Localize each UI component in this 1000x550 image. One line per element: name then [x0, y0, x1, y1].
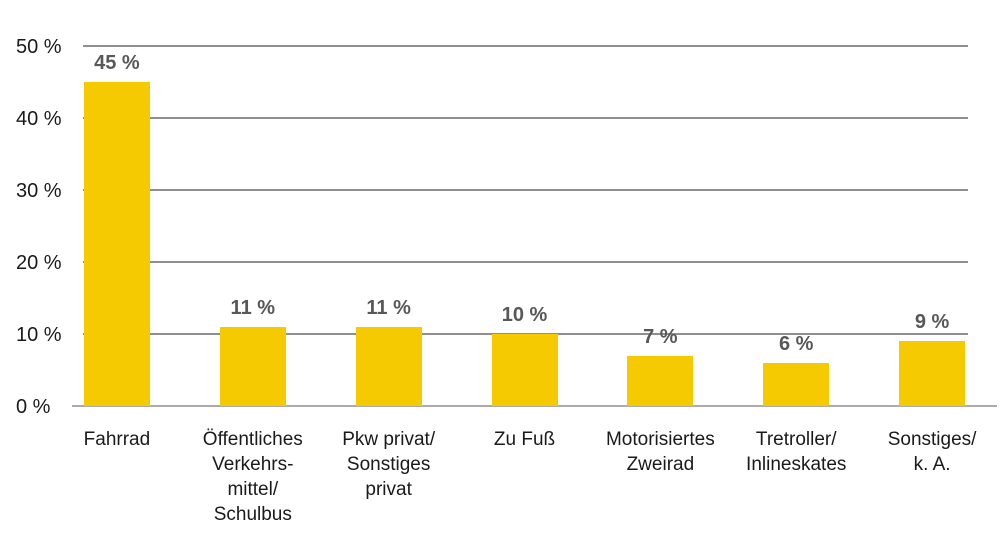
y-axis-tick-label: 30 %: [16, 180, 62, 202]
category-label: Motorisiertes Zweirad: [605, 429, 715, 475]
bar: [83, 82, 150, 406]
bar-value-label: 7 %: [643, 326, 678, 348]
bar-value-label: 9 %: [914, 311, 950, 333]
bar: [491, 334, 558, 406]
bar-column: 45 % Fahrrad: [49, 0, 185, 550]
bar-value-label: 11 %: [230, 297, 276, 319]
y-axis-tick-label: 10 %: [16, 324, 62, 346]
bar-column: 6 % Tretroller/ Inlineskates: [728, 0, 864, 550]
bar-column: 11 % Pkw privat/ Sonstiges privat: [321, 0, 457, 550]
bar: [763, 363, 830, 406]
y-axis-tick-label: 40 %: [16, 108, 62, 130]
bar: [899, 341, 966, 406]
gridline: [83, 45, 968, 47]
category-label: Öffentliches Verkehrs- mittel/ Schulbus: [202, 429, 303, 525]
bar-column: 11 % Öffentliches Verkehrs- mittel/ Schul…: [185, 0, 321, 550]
x-axis-baseline: [72, 405, 997, 407]
bar: [627, 356, 694, 406]
gridline: [83, 117, 968, 119]
bar-column: 7 % Motorisiertes Zweirad: [592, 0, 728, 550]
gridline: [83, 189, 968, 191]
category-label: Sonstiges/ k. A.: [887, 429, 977, 475]
bar-value-label: 11 %: [366, 297, 411, 319]
bar-column: 9 % Sonstiges/ k. A.: [864, 0, 1000, 550]
bar-column: 10 % Zu Fuß: [457, 0, 593, 550]
bar: [355, 327, 422, 406]
gridline: [83, 261, 968, 263]
bar: [219, 327, 286, 406]
bar-value-label: 10 %: [501, 304, 548, 326]
category-label: Pkw privat/ Sonstiges privat: [342, 429, 436, 500]
y-axis-tick-label: 20 %: [16, 252, 62, 274]
y-axis-tick-label: 0 %: [16, 396, 51, 418]
y-axis-tick-label: 50 %: [16, 36, 62, 58]
category-label: Tretroller/ Inlineskates: [746, 429, 847, 475]
bar-value-label: 45 %: [94, 52, 140, 74]
category-label: Fahrrad: [83, 429, 151, 450]
bar-value-label: 6 %: [778, 333, 814, 355]
bar-columns: 45 % Fahrrad 11 % Öffentliches Verkehrs- mi…: [49, 0, 1000, 550]
category-label: Zu Fuß: [493, 429, 556, 450]
